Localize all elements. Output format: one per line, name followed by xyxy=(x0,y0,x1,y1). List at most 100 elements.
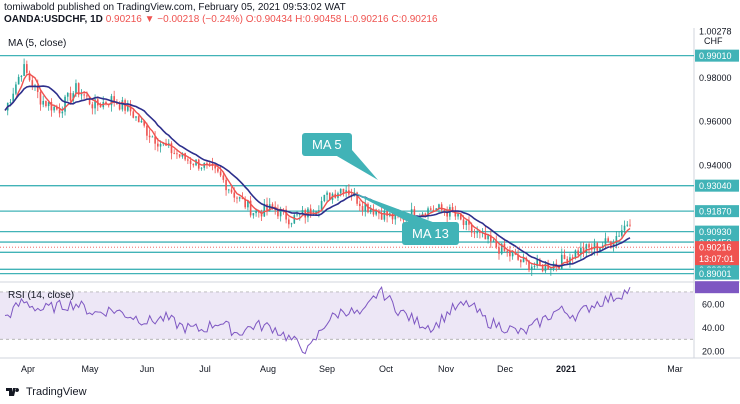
candle-body xyxy=(476,232,478,234)
candle-body xyxy=(495,240,498,248)
candle-body xyxy=(227,189,230,191)
price-axis-label: 0.94000 xyxy=(699,160,732,170)
candle-body xyxy=(528,260,530,271)
candle-body xyxy=(64,96,66,112)
candle-body xyxy=(255,211,257,214)
candle-body xyxy=(159,144,162,147)
tradingview-logo[interactable]: TradingView xyxy=(6,386,87,398)
candle-body xyxy=(293,215,296,224)
candle-body xyxy=(187,159,189,161)
candle-body xyxy=(520,259,522,263)
candle-body xyxy=(383,210,386,220)
candle-body xyxy=(539,259,541,265)
candle-body xyxy=(230,189,233,193)
countdown-label: 13:07:01 xyxy=(699,254,734,264)
candle-body xyxy=(522,257,525,263)
candle-body xyxy=(222,175,225,180)
candle-body xyxy=(140,120,143,123)
currency-label: CHF xyxy=(704,36,723,46)
candle-body xyxy=(80,94,83,96)
candle-body xyxy=(58,109,61,114)
candle-body xyxy=(285,209,287,220)
time-axis-label: Sep xyxy=(319,364,335,374)
candle-body xyxy=(154,136,156,144)
candle-body xyxy=(473,232,476,234)
candle-body xyxy=(20,75,23,77)
price-axis-label: 0.96000 xyxy=(699,117,732,127)
candle-body xyxy=(593,243,596,250)
candle-body xyxy=(61,111,64,114)
price-axis-top-label: 1.00278 xyxy=(699,27,732,37)
candle-body xyxy=(176,153,178,155)
candle-body xyxy=(318,210,320,212)
time-axis-label: Nov xyxy=(438,364,455,374)
candle-body xyxy=(39,91,42,105)
price-axis-label: 0.90930 xyxy=(699,227,732,237)
candle-body xyxy=(258,211,260,213)
candle-body xyxy=(53,106,55,111)
candle-body xyxy=(189,160,192,164)
candle-body xyxy=(323,194,326,202)
candle-body xyxy=(249,200,252,216)
candle-body xyxy=(566,258,569,264)
candle-body xyxy=(470,224,473,233)
candle-body xyxy=(247,200,249,208)
candle-body xyxy=(47,102,50,107)
ma13-callout: MA 13 xyxy=(402,222,459,245)
candle-body xyxy=(588,244,590,248)
candle-body xyxy=(328,192,331,201)
candle-body xyxy=(309,208,312,216)
candle-body xyxy=(148,135,151,138)
price-axis-label: 0.99010 xyxy=(699,51,732,61)
candle-body xyxy=(94,99,96,109)
candle-body xyxy=(137,116,140,123)
price-axis-label-bg xyxy=(695,225,739,238)
candle-body xyxy=(157,143,159,147)
candle-body xyxy=(372,209,375,215)
candle-body xyxy=(263,203,266,217)
candle-body xyxy=(151,136,154,138)
candle-body xyxy=(457,213,459,217)
candle-body xyxy=(17,76,20,85)
candle-body xyxy=(429,208,432,210)
candle-body xyxy=(369,209,372,213)
tradingview-icon xyxy=(6,388,20,396)
candle-body xyxy=(479,232,481,234)
candle-body xyxy=(282,209,285,211)
ma-indicator-label[interactable]: MA (5, close) xyxy=(8,38,67,49)
ma13-callout-pointer xyxy=(352,192,438,224)
candle-body xyxy=(582,247,585,253)
candle-body xyxy=(277,210,279,217)
ma5-line xyxy=(4,73,631,269)
rsi-indicator-label[interactable]: RSI (14, close) xyxy=(8,290,75,301)
candle-body xyxy=(432,209,435,211)
candle-body xyxy=(533,266,536,267)
candle-body xyxy=(83,94,85,96)
candle-body xyxy=(86,95,88,97)
candle-body xyxy=(462,219,465,226)
candle-body xyxy=(15,84,17,94)
candle-body xyxy=(244,198,246,208)
candle-body xyxy=(536,259,539,267)
publish-info: tomiwabold published on TradingView.com,… xyxy=(4,2,346,13)
time-axis-label: Dec xyxy=(497,364,514,374)
current-price-label: 0.90216 xyxy=(699,243,732,253)
candle-body xyxy=(342,188,345,193)
candle-body xyxy=(438,204,440,209)
time-axis-label: Jun xyxy=(140,364,155,374)
candle-body xyxy=(219,171,222,176)
ma5-callout-pointer xyxy=(330,150,378,180)
candle-body xyxy=(356,192,358,204)
candle-body xyxy=(290,223,293,225)
candle-body xyxy=(241,197,244,199)
candle-body xyxy=(620,230,623,236)
candle-body xyxy=(386,210,388,216)
time-axis-label: May xyxy=(81,364,99,374)
candle-body xyxy=(599,247,601,251)
candle-body xyxy=(626,224,629,226)
rsi-axis-label: 60.00 xyxy=(702,299,725,309)
candle-body xyxy=(544,263,547,272)
candle-body xyxy=(135,116,137,118)
ohlc-values: O:0.90434 H:0.90458 L:0.90216 C:0.90216 xyxy=(245,14,438,25)
